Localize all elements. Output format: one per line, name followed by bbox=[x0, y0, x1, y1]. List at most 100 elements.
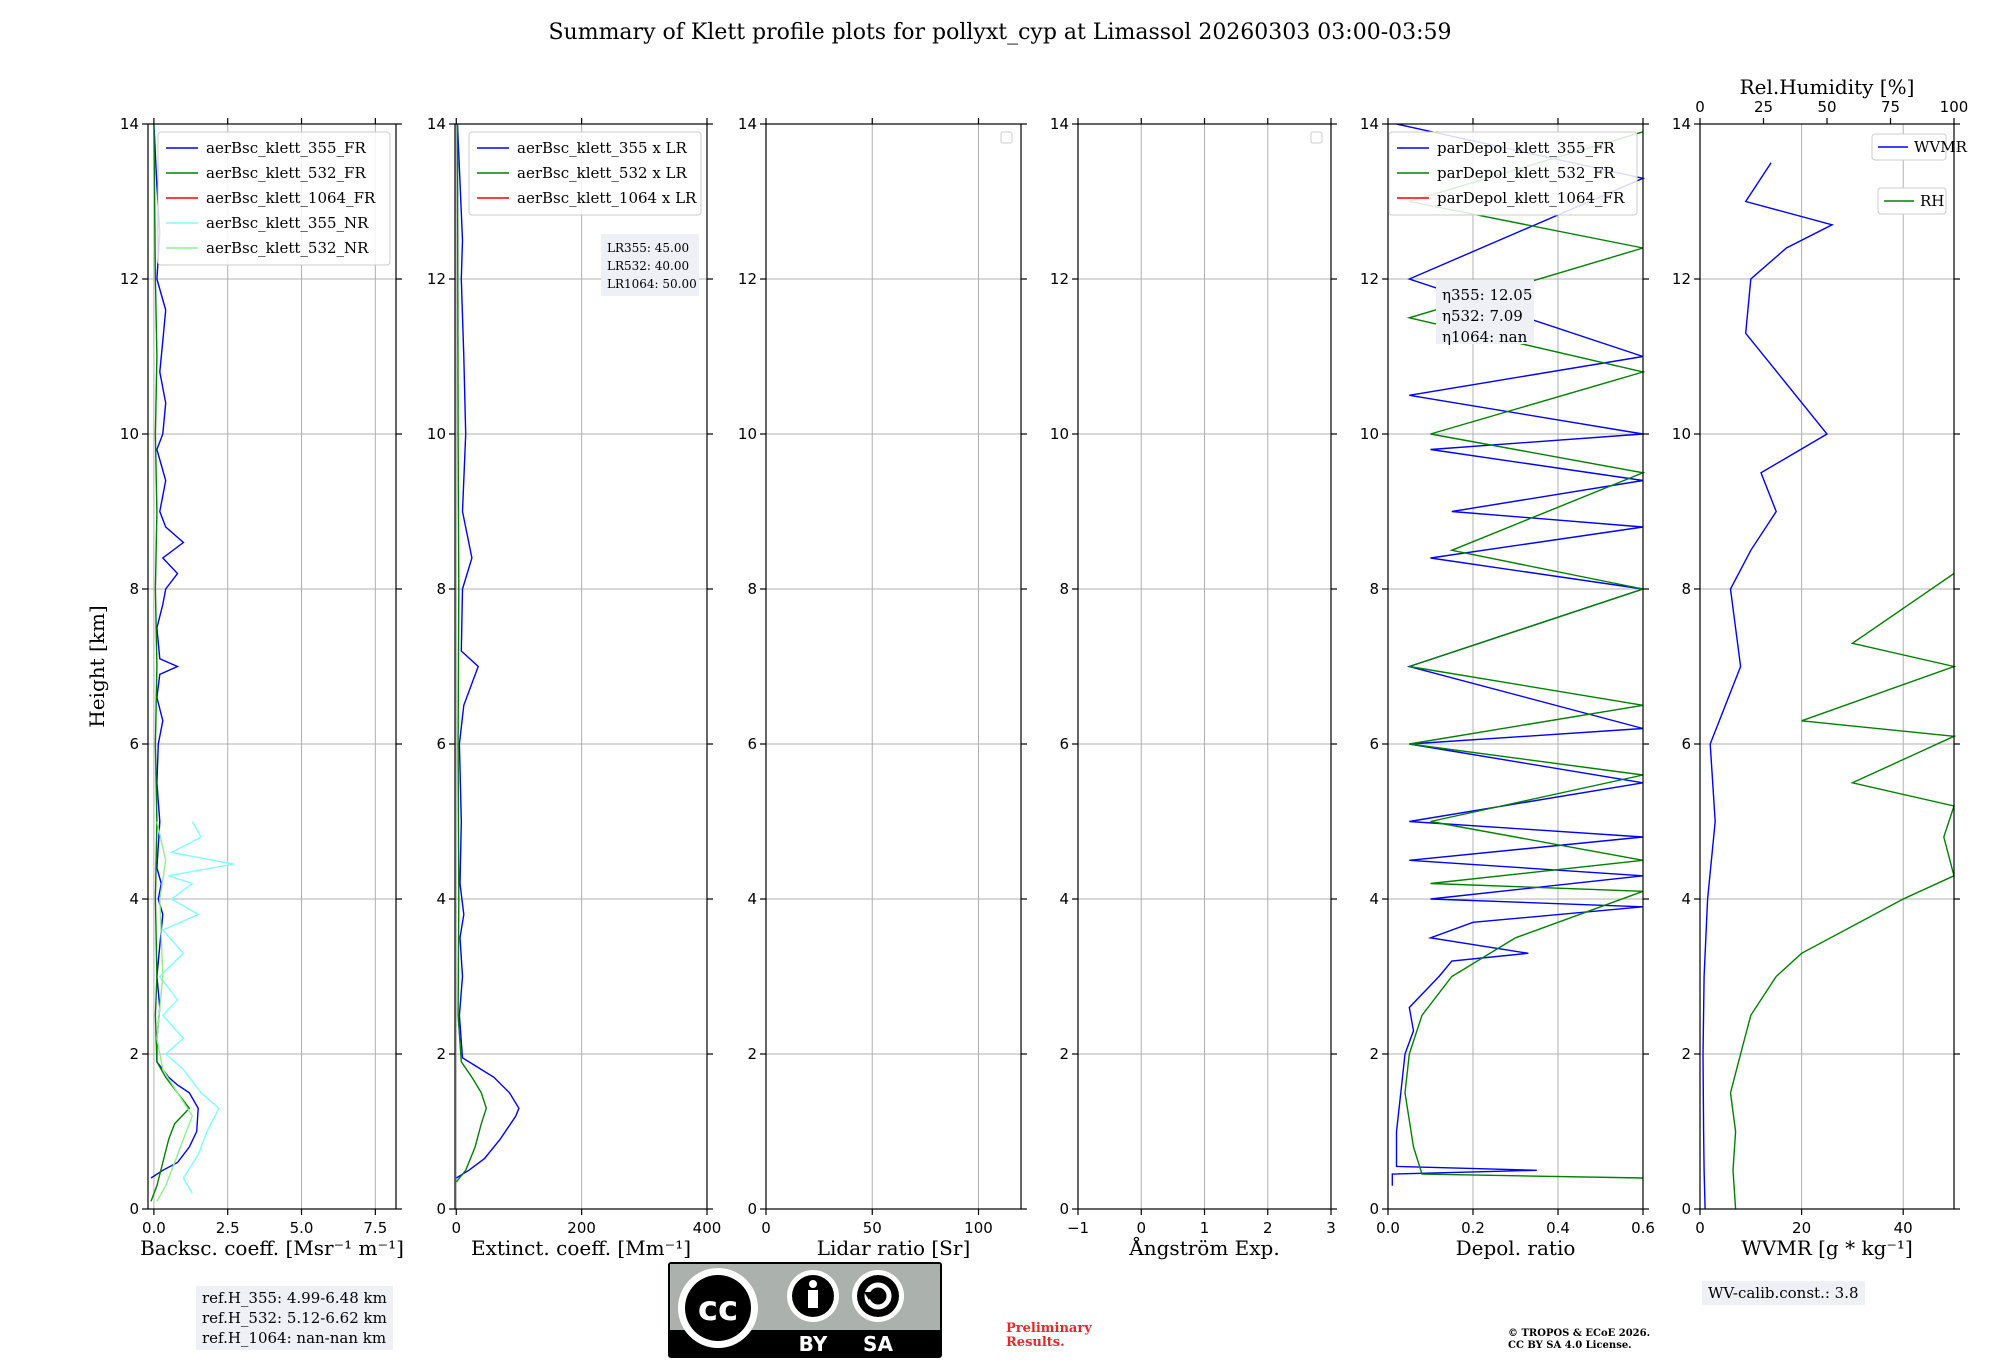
panel-6: 0 20 40 0 2 4 6 8 10 12 14 WVMR [g * kg⁻¹] 0 25 50 75 10… bbox=[1672, 75, 1968, 1260]
y-tick-label: 0 bbox=[436, 1200, 446, 1218]
legend-label: parDepol_klett_355_FR bbox=[1437, 139, 1615, 157]
wv-calib-text: WV-calib.const.: 3.8 bbox=[1708, 1284, 1859, 1302]
legend-label: aerBsc_klett_355 x LR bbox=[517, 139, 688, 157]
y-axis-label: Height [km] bbox=[85, 605, 109, 727]
y-tick-label: 2 bbox=[436, 1045, 446, 1063]
series-line-aerBsc_klett_532_FR bbox=[150, 123, 191, 1202]
annotation-box bbox=[1436, 280, 1534, 344]
panel-frame bbox=[454, 123, 708, 1210]
x-tick-label: 5.0 bbox=[290, 1219, 314, 1237]
x-tick-label: 0.6 bbox=[1631, 1219, 1655, 1237]
x-tick-label: 0.0 bbox=[142, 1219, 166, 1237]
x-tick-label: 0 bbox=[1695, 1219, 1705, 1237]
x-axis-label: Extinct. coeff. [Mm⁻¹] bbox=[471, 1236, 691, 1260]
by-badge-text: BY bbox=[799, 1332, 828, 1356]
x-tick-label: 50 bbox=[863, 1219, 882, 1237]
y-tick-label: 4 bbox=[1059, 890, 1069, 908]
y-tick-label: 10 bbox=[1050, 425, 1069, 443]
y-tick-label: 6 bbox=[1059, 735, 1069, 753]
y-tick-label: 8 bbox=[129, 580, 139, 598]
y-tick-label: 14 bbox=[1050, 115, 1069, 133]
legend-box bbox=[1871, 133, 1947, 161]
y-tick-label: 12 bbox=[427, 270, 446, 288]
x-tick-label: 0 bbox=[451, 1219, 461, 1237]
y-tick-label: 6 bbox=[1681, 735, 1691, 753]
y-tick-label: 14 bbox=[1672, 115, 1691, 133]
preliminary-line-1: Preliminary bbox=[1006, 1321, 1092, 1336]
y-tick-label: 6 bbox=[129, 735, 139, 753]
series-line-RH bbox=[1729, 572, 1957, 1210]
y-tick-label: 2 bbox=[1681, 1045, 1691, 1063]
y-tick-label: 14 bbox=[738, 115, 757, 133]
legend-label: parDepol_klett_1064_FR bbox=[1437, 189, 1625, 207]
y-tick-label: 0 bbox=[129, 1200, 139, 1218]
copyright-note: © TROPOS & ECoE 2026. CC BY SA 4.0 Licen… bbox=[1508, 1328, 1650, 1352]
top-tick-label: 100 bbox=[1940, 98, 1969, 116]
panel-frame bbox=[1699, 123, 1955, 1210]
ref-height-1064: ref.H_1064: nan-nan km bbox=[202, 1329, 387, 1347]
top-tick-label: 25 bbox=[1754, 98, 1773, 116]
eta-annotation: η1064: nan bbox=[1442, 328, 1528, 346]
preliminary-note: Preliminary Results. bbox=[1006, 1322, 1092, 1350]
figure-title: Summary of Klett profile plots for polly… bbox=[548, 20, 1452, 45]
panel-frame bbox=[147, 123, 397, 1210]
x-tick-label: −1 bbox=[1067, 1219, 1089, 1237]
y-tick-label: 0 bbox=[1059, 1200, 1069, 1218]
lidar-ratio-annotation: LR1064: 50.00 bbox=[607, 277, 697, 291]
y-tick-label: 12 bbox=[120, 270, 139, 288]
empty-legend-box bbox=[1000, 131, 1013, 144]
x-axis-label: Backsc. coeff. [Msr⁻¹ m⁻¹] bbox=[140, 1236, 404, 1260]
legend-box bbox=[1388, 131, 1638, 216]
y-tick-label: 8 bbox=[1059, 580, 1069, 598]
wv-calib-box: WV-calib.const.: 3.8 bbox=[1702, 1281, 1865, 1305]
y-tick-label: 0 bbox=[1369, 1200, 1379, 1218]
eta-annotation: η355: 12.05 bbox=[1442, 286, 1532, 304]
y-tick-label: 12 bbox=[1672, 270, 1691, 288]
sa-badge-text: SA bbox=[863, 1332, 893, 1356]
y-tick-label: 4 bbox=[436, 890, 446, 908]
legend-label: aerBsc_klett_1064 x LR bbox=[517, 189, 697, 207]
copyright-line-1: © TROPOS & ECoE 2026. bbox=[1508, 1328, 1651, 1339]
y-tick-label: 4 bbox=[1681, 890, 1691, 908]
series-line-aerBsc_klett_355 x LR bbox=[455, 123, 520, 1179]
legend-label: aerBsc_klett_532_FR bbox=[206, 164, 366, 182]
y-tick-label: 10 bbox=[427, 425, 446, 443]
x-tick-label: 2 bbox=[1263, 1219, 1273, 1237]
y-tick-label: 14 bbox=[120, 115, 139, 133]
legend-box bbox=[157, 131, 391, 266]
legend-label: aerBsc_klett_532_NR bbox=[206, 239, 369, 257]
x-axis-label: Lidar ratio [Sr] bbox=[817, 1236, 971, 1260]
x-tick-label: 400 bbox=[693, 1219, 722, 1237]
y-tick-label: 2 bbox=[747, 1045, 757, 1063]
x-tick-label: 0.2 bbox=[1461, 1219, 1485, 1237]
ref-height-355: ref.H_355: 4.99-6.48 km bbox=[202, 1289, 387, 1307]
x-tick-label: 20 bbox=[1792, 1219, 1811, 1237]
y-tick-label: 10 bbox=[1360, 425, 1379, 443]
y-tick-label: 4 bbox=[1369, 890, 1379, 908]
annotation-box bbox=[601, 234, 699, 296]
y-tick-label: 2 bbox=[1059, 1045, 1069, 1063]
x-tick-label: 0.0 bbox=[1376, 1219, 1400, 1237]
x-tick-label: 0 bbox=[761, 1219, 771, 1237]
series-line-aerBsc_klett_532_NR bbox=[156, 821, 194, 1202]
x-axis-label: Ångström Exp. bbox=[1128, 1235, 1279, 1260]
series-line-aerBsc_klett_532 x LR bbox=[455, 123, 488, 1183]
panel-frame bbox=[765, 123, 1022, 1210]
y-tick-label: 8 bbox=[1681, 580, 1691, 598]
series-line-aerBsc_klett_355_FR bbox=[150, 123, 199, 1179]
cc-badge-text: cc bbox=[698, 1289, 738, 1329]
y-tick-label: 4 bbox=[129, 890, 139, 908]
series-line-aerBsc_klett_355_NR bbox=[158, 821, 234, 1194]
y-tick-label: 10 bbox=[1672, 425, 1691, 443]
legend-label: RH bbox=[1920, 192, 1944, 210]
x-tick-label: 40 bbox=[1894, 1219, 1913, 1237]
y-tick-label: 0 bbox=[1681, 1200, 1691, 1218]
y-tick-label: 6 bbox=[436, 735, 446, 753]
panel-frame bbox=[1387, 123, 1644, 1210]
legend-label: aerBsc_klett_532 x LR bbox=[517, 164, 688, 182]
panel-2: 0 200 400 0 2 4 6 8 10 12 14 Extinct. coeff. [Mm⁻¹]… bbox=[427, 115, 721, 1260]
legend-box bbox=[468, 131, 702, 216]
legend-label: aerBsc_klett_1064_FR bbox=[206, 189, 376, 207]
series-line-parDepol_klett_355_FR bbox=[1391, 123, 1646, 1186]
panel-3: 0 50 100 0 2 4 6 8 10 12 14 Lidar ratio [Sr] bbox=[738, 115, 1027, 1260]
